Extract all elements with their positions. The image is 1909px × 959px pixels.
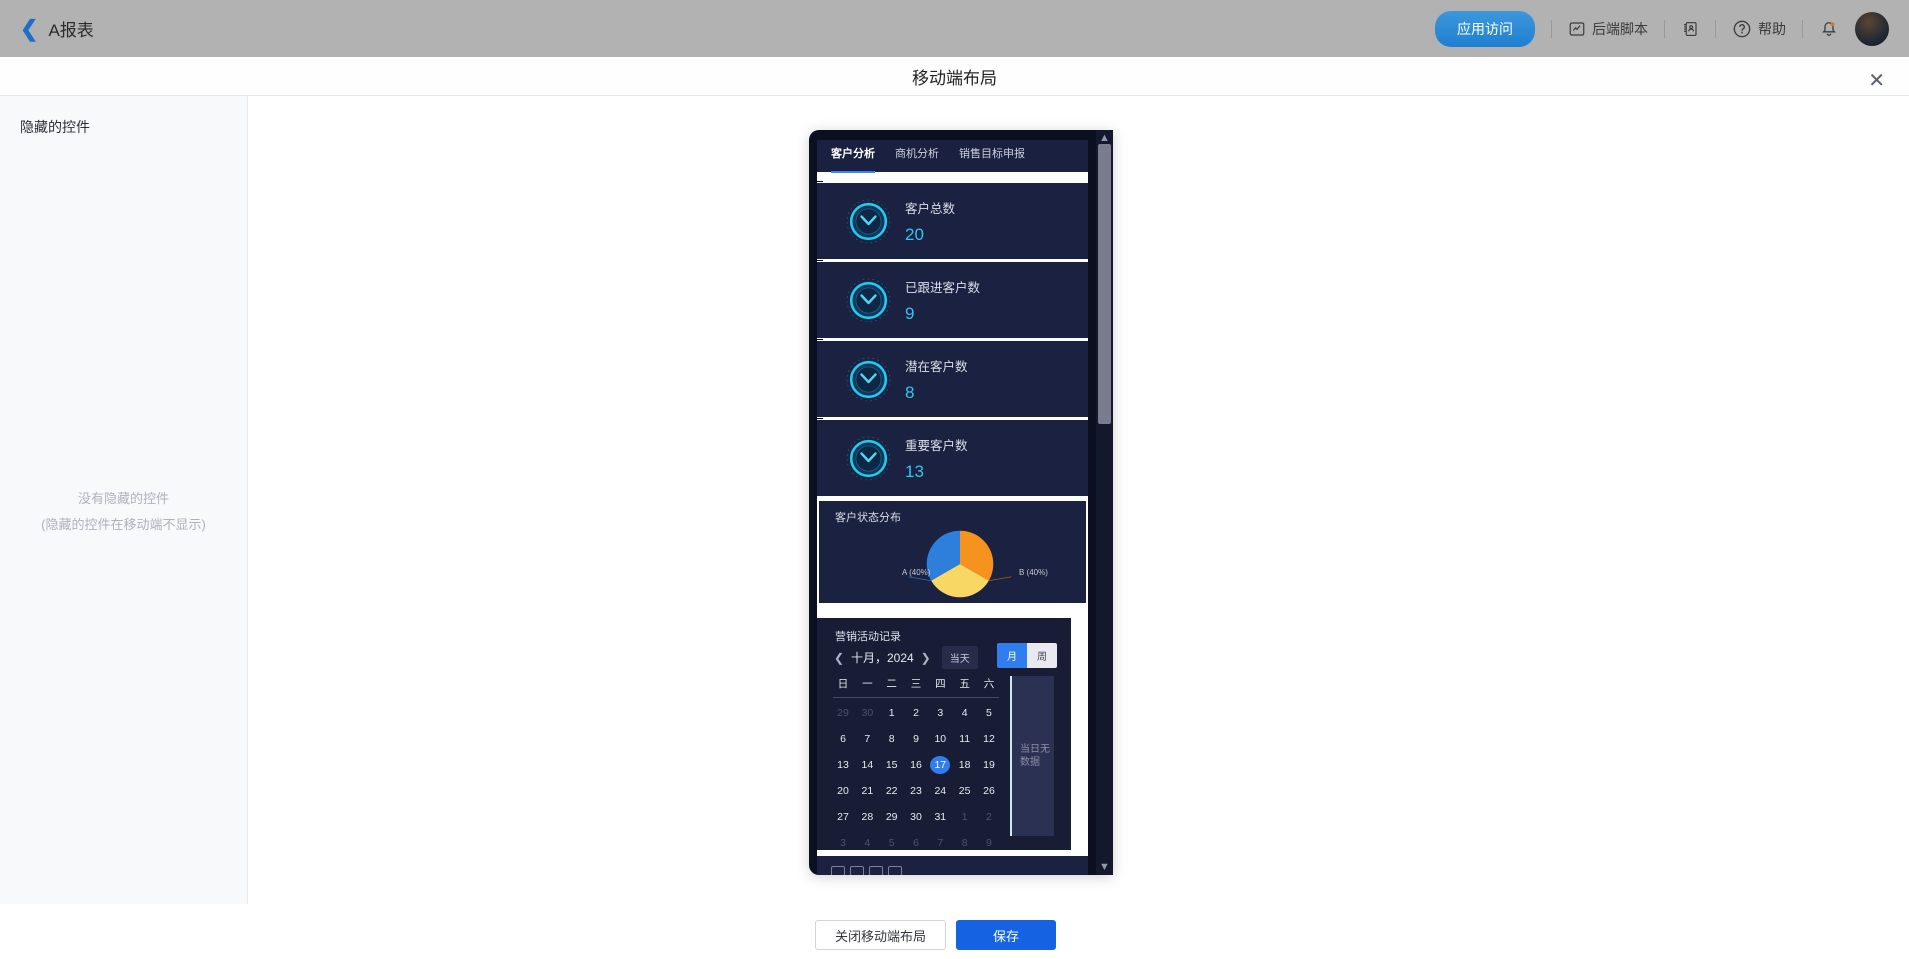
svg-text:B (40%): B (40%) [1019,568,1048,577]
svg-text:A (40%): A (40%) [902,568,931,577]
